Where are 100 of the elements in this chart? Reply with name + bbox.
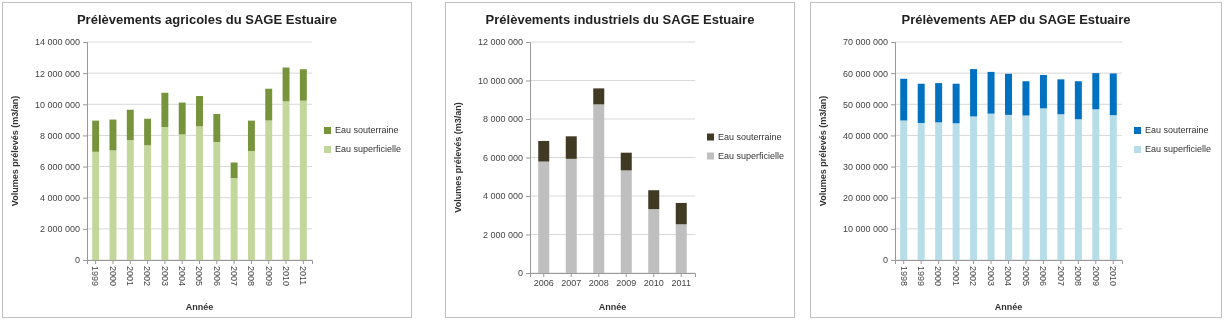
bar bbox=[178, 134, 186, 260]
x-tick-label: 1999 bbox=[90, 266, 101, 287]
bar bbox=[1039, 75, 1047, 109]
bar bbox=[265, 120, 273, 260]
bar bbox=[648, 190, 660, 210]
chart-title: Prélèvements industriels du SAGE Estuaire bbox=[485, 12, 755, 27]
x-tick-label: 2004 bbox=[1003, 266, 1014, 287]
bar bbox=[126, 140, 134, 260]
legend-label: Eau superficielle bbox=[718, 150, 785, 161]
y-tick-label: 70 000 000 bbox=[842, 37, 888, 48]
x-axis-title: Année bbox=[598, 302, 627, 312]
y-axis-title: Volumes prélevés (m3/an) bbox=[10, 95, 20, 207]
bar bbox=[1109, 115, 1117, 260]
y-tick-label: 0 bbox=[74, 255, 80, 266]
x-tick-label: 2008 bbox=[1073, 266, 1084, 287]
legend-label: Eau superficielle bbox=[1145, 144, 1212, 154]
x-tick-label: 2010 bbox=[1108, 266, 1119, 287]
legend-label: Eau souterraine bbox=[335, 125, 399, 135]
bar bbox=[299, 69, 307, 101]
x-tick-label: 1999 bbox=[916, 266, 927, 287]
y-tick-label: 12 000 000 bbox=[477, 37, 523, 48]
x-tick-label: 2001 bbox=[950, 266, 961, 287]
bar bbox=[247, 120, 255, 151]
y-tick-label: 6 000 000 bbox=[39, 161, 80, 172]
bar bbox=[952, 83, 960, 124]
bar bbox=[900, 78, 908, 121]
x-tick-label: 2008 bbox=[588, 278, 609, 289]
y-tick-label: 10 000 000 bbox=[477, 75, 523, 86]
bar bbox=[213, 113, 221, 142]
x-tick-label: 2009 bbox=[616, 278, 637, 289]
bar bbox=[230, 162, 238, 179]
y-tick-label: 8 000 000 bbox=[482, 114, 523, 125]
y-tick-label: 2 000 000 bbox=[39, 224, 80, 235]
x-tick-label: 2006 bbox=[1038, 266, 1049, 287]
x-tick-label: 2007 bbox=[561, 278, 582, 289]
bar bbox=[144, 118, 152, 146]
bar bbox=[538, 161, 550, 273]
x-tick-label: 2000 bbox=[107, 266, 118, 287]
x-tick-label: 2002 bbox=[142, 266, 153, 287]
bar bbox=[648, 209, 660, 273]
bar bbox=[1005, 114, 1012, 260]
bar bbox=[282, 101, 290, 260]
x-tick-label: 2004 bbox=[177, 266, 188, 287]
y-tick-label: 40 000 000 bbox=[842, 130, 888, 141]
bar bbox=[230, 178, 238, 260]
x-tick-label: 2003 bbox=[159, 266, 170, 287]
bar bbox=[593, 88, 605, 105]
y-tick-label: 0 bbox=[517, 268, 523, 279]
bar bbox=[213, 141, 221, 260]
bar bbox=[1022, 115, 1030, 260]
bar bbox=[1074, 81, 1082, 120]
y-tick-label: 4 000 000 bbox=[482, 191, 523, 202]
bar bbox=[1057, 114, 1065, 260]
x-tick-label: 2006 bbox=[211, 266, 222, 287]
x-tick-label: 2005 bbox=[194, 266, 205, 287]
bar bbox=[675, 202, 687, 225]
bar bbox=[1022, 81, 1030, 116]
bar bbox=[144, 145, 152, 260]
bar bbox=[92, 151, 100, 260]
y-tick-label: 0 bbox=[882, 255, 888, 266]
y-tick-label: 20 000 000 bbox=[842, 193, 888, 204]
bar bbox=[161, 92, 169, 128]
y-tick-label: 30 000 000 bbox=[842, 161, 888, 172]
y-axis-title: Volumes prélevés (m3/an) bbox=[453, 102, 463, 213]
bar bbox=[126, 109, 134, 141]
bar bbox=[1074, 119, 1082, 260]
bar bbox=[1109, 73, 1117, 116]
y-tick-label: 12 000 000 bbox=[34, 68, 80, 79]
x-tick-label: 2001 bbox=[125, 266, 136, 287]
x-tick-label: 2007 bbox=[228, 266, 239, 287]
y-tick-label: 60 000 000 bbox=[842, 68, 888, 79]
bar bbox=[970, 116, 978, 260]
y-tick-label: 2 000 000 bbox=[482, 229, 523, 240]
x-tick-label: 2005 bbox=[1020, 266, 1031, 287]
x-tick-label: 2003 bbox=[985, 266, 996, 287]
bar bbox=[935, 83, 943, 123]
bar bbox=[917, 122, 925, 260]
x-tick-label: 2010 bbox=[280, 266, 291, 287]
bar bbox=[538, 140, 550, 162]
bar bbox=[196, 96, 203, 127]
x-tick-label: 2010 bbox=[643, 278, 664, 289]
bar bbox=[1039, 108, 1047, 260]
bar bbox=[196, 126, 203, 260]
x-tick-label: 1998 bbox=[898, 266, 909, 287]
x-tick-label: 2009 bbox=[1090, 266, 1101, 287]
chart-title: Prélèvements AEP du SAGE Estuaire bbox=[901, 12, 1131, 27]
bar bbox=[178, 102, 186, 135]
bar bbox=[593, 104, 605, 273]
bar bbox=[299, 100, 307, 260]
bar bbox=[1057, 79, 1065, 115]
y-tick-label: 10 000 000 bbox=[34, 99, 80, 110]
bar bbox=[900, 120, 908, 260]
bar bbox=[1092, 73, 1100, 110]
chart-title: Prélèvements agricoles du SAGE Estuaire bbox=[76, 12, 338, 27]
x-tick-label: 2007 bbox=[1055, 266, 1066, 287]
x-tick-label: 2009 bbox=[263, 266, 274, 287]
bar bbox=[565, 158, 577, 273]
x-tick-label: 2011 bbox=[298, 266, 309, 286]
bar bbox=[620, 170, 632, 273]
bar bbox=[987, 113, 995, 260]
